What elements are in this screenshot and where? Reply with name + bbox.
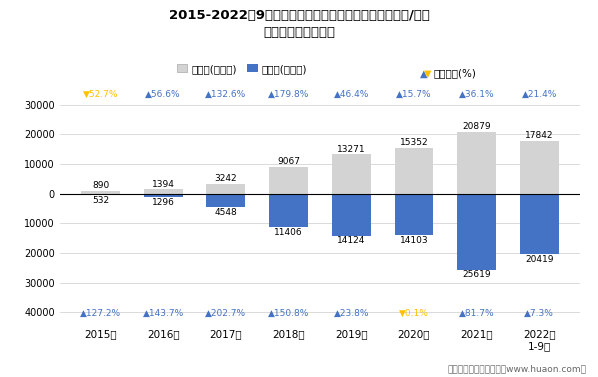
Bar — [206, 184, 245, 194]
Text: 2015-2022年9月青岛高新技术产业开发区（境内目的地/货源
地）进、出口额统计: 2015-2022年9月青岛高新技术产业开发区（境内目的地/货源 地）进、出口额… — [169, 9, 429, 40]
Text: ▲36.1%: ▲36.1% — [459, 90, 495, 99]
Text: ▲150.8%: ▲150.8% — [268, 310, 309, 318]
Bar — [520, 194, 559, 254]
Text: 4548: 4548 — [215, 208, 237, 217]
Bar — [457, 194, 496, 270]
Bar — [81, 191, 120, 194]
Text: ▲46.4%: ▲46.4% — [334, 90, 369, 99]
Text: 14103: 14103 — [399, 236, 428, 245]
Bar — [395, 194, 434, 236]
Text: ▲81.7%: ▲81.7% — [459, 310, 495, 318]
Bar — [144, 190, 182, 194]
Text: ▲143.7%: ▲143.7% — [142, 310, 184, 318]
Bar — [332, 154, 371, 194]
Text: ▼52.7%: ▼52.7% — [83, 90, 118, 99]
Text: 532: 532 — [92, 196, 109, 205]
Text: 890: 890 — [92, 181, 109, 190]
Text: 13271: 13271 — [337, 145, 365, 153]
Text: ▼0.1%: ▼0.1% — [399, 310, 429, 318]
Text: ▲127.2%: ▲127.2% — [80, 310, 121, 318]
Text: 11406: 11406 — [274, 228, 303, 237]
Bar — [206, 194, 245, 207]
Text: 17842: 17842 — [525, 131, 554, 140]
Text: ▲179.8%: ▲179.8% — [268, 90, 309, 99]
Bar — [81, 194, 120, 195]
Text: 14124: 14124 — [337, 236, 365, 245]
Text: ▲56.6%: ▲56.6% — [145, 90, 181, 99]
Text: 3242: 3242 — [215, 175, 237, 183]
Bar — [395, 148, 434, 194]
Text: 9067: 9067 — [277, 157, 300, 166]
Text: ▼: ▼ — [424, 69, 432, 78]
Legend: 出口额(万美元), 进口额(万美元): 出口额(万美元), 进口额(万美元) — [172, 60, 312, 78]
Text: 同比增长(%): 同比增长(%) — [434, 69, 477, 78]
Text: ▲202.7%: ▲202.7% — [205, 310, 246, 318]
Text: 制图：华经产业研究院（www.huaon.com）: 制图：华经产业研究院（www.huaon.com） — [447, 364, 586, 373]
Bar — [520, 141, 559, 194]
Text: ▲15.7%: ▲15.7% — [396, 90, 432, 99]
Text: 15352: 15352 — [399, 138, 428, 147]
Text: ▲21.4%: ▲21.4% — [521, 90, 557, 99]
Text: ▲: ▲ — [420, 69, 428, 78]
Text: 20419: 20419 — [525, 255, 554, 264]
Text: 25619: 25619 — [462, 270, 491, 279]
Bar — [457, 132, 496, 194]
Bar — [144, 194, 182, 198]
Text: 1394: 1394 — [152, 180, 175, 189]
Text: 1296: 1296 — [152, 198, 175, 207]
Text: ▲23.8%: ▲23.8% — [334, 310, 369, 318]
Bar — [332, 194, 371, 236]
Text: ▲132.6%: ▲132.6% — [205, 90, 246, 99]
Text: ▲7.3%: ▲7.3% — [524, 310, 554, 318]
Bar — [269, 167, 308, 194]
Text: 20879: 20879 — [462, 122, 491, 131]
Bar — [269, 194, 308, 227]
